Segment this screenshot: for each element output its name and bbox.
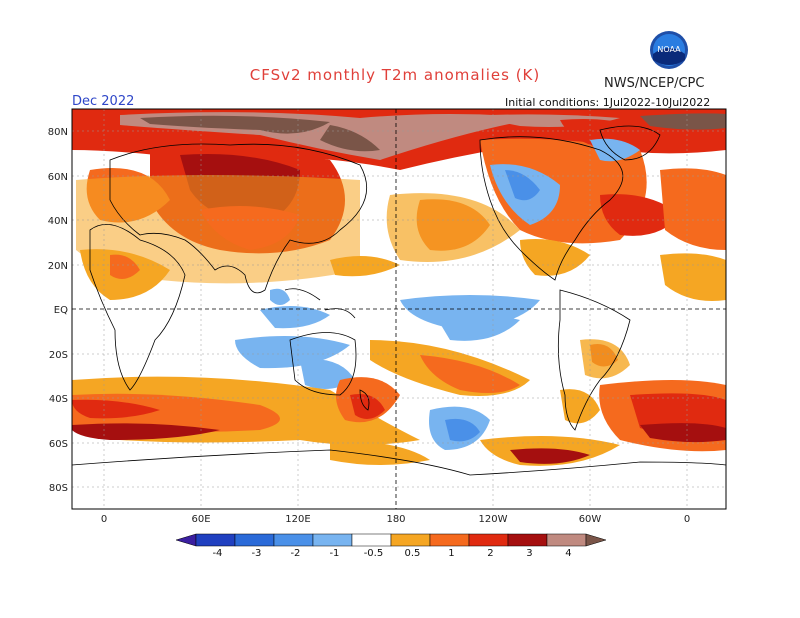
forecast-month: Dec 2022 <box>72 94 135 109</box>
colorbar-tick-label: -3 <box>251 548 261 559</box>
lat-label: EQ <box>54 305 68 316</box>
colorbar-tick-label: -2 <box>290 548 300 559</box>
anomaly-fields <box>72 109 726 466</box>
map-frame <box>71 108 727 510</box>
colorbar-tick-label: -1 <box>329 548 339 559</box>
colorbar-tick-label: 0.5 <box>404 548 420 559</box>
colorbar-segment <box>273 533 314 547</box>
colorbar-tick-label: 2 <box>487 548 493 559</box>
colorbar-tick-label: 4 <box>565 548 571 559</box>
colorbar-segment <box>390 533 431 547</box>
lon-label: 120W <box>479 514 508 525</box>
lat-label: 20S <box>49 350 68 361</box>
colorbar-segment <box>468 533 509 547</box>
coastlines <box>72 125 726 476</box>
colorbar-segment <box>507 533 548 547</box>
lat-label: 40N <box>48 216 68 227</box>
lon-label: 60W <box>579 514 602 525</box>
lat-label: 80N <box>48 127 68 138</box>
colorbar-segment <box>234 533 275 547</box>
org-label: NWS/NCEP/CPC <box>604 76 705 91</box>
colorbar-segment <box>195 533 236 547</box>
colorbar-segment <box>351 533 392 547</box>
map-title: CFSv2 monthly T2m anomalies (K) <box>249 66 541 84</box>
colorbar-segment <box>429 533 470 547</box>
colorbar-tick-label: -0.5 <box>364 548 384 559</box>
gridlines <box>72 109 726 509</box>
lon-label: 120E <box>285 514 310 525</box>
lat-label: 40S <box>49 394 68 405</box>
lon-label: 180 <box>386 514 405 525</box>
colorbar-segment <box>312 533 353 547</box>
initial-conditions: Initial conditions: 1Jul2022-10Jul2022 <box>505 96 711 109</box>
colorbar-arrow-low <box>175 533 197 547</box>
latitude-labels: 80N 60N 40N 20N EQ 20S 40S 60S 80S <box>48 127 68 494</box>
lat-label: 60S <box>49 439 68 450</box>
logo-text: NOAA <box>657 45 681 54</box>
colorbar: -4 -3 -2 -1 -0.5 0.5 1 2 3 4 <box>175 533 607 559</box>
lon-label: 0 <box>101 514 107 525</box>
longitude-labels: 0 60E 120E 180 120W 60W 0 <box>101 514 690 525</box>
lon-label: 0 <box>684 514 690 525</box>
lat-label: 20N <box>48 261 68 272</box>
colorbar-tick-label: 3 <box>526 548 532 559</box>
noaa-logo: NOAA <box>650 31 688 69</box>
lon-label: 60E <box>191 514 210 525</box>
colorbar-segment <box>546 533 587 547</box>
lat-label: 60N <box>48 172 68 183</box>
lat-label: 80S <box>49 483 68 494</box>
colorbar-tick-label: -4 <box>212 548 222 559</box>
colorbar-tick-label: 1 <box>448 548 454 559</box>
colorbar-arrow-high <box>585 533 607 547</box>
